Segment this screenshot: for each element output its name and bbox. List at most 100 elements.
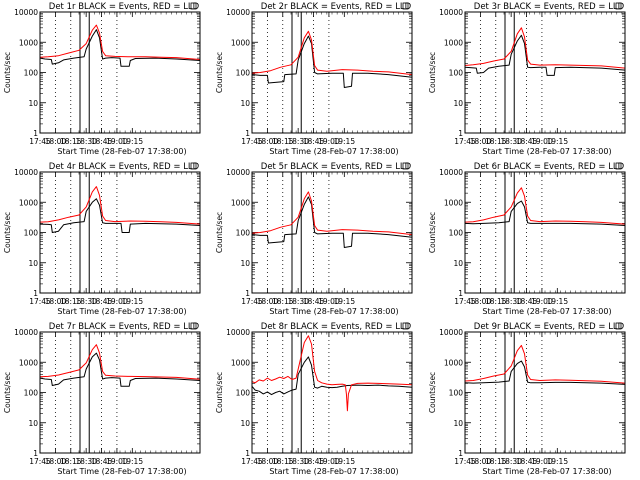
x-tick-label: 18:30 <box>75 297 97 306</box>
x-tick-label: 18:30 <box>500 297 522 306</box>
x-tick-label: 19:00 <box>318 137 340 146</box>
series-line-lld <box>464 344 626 384</box>
y-axis-label: Counts/sec <box>428 212 437 253</box>
y-tick-label: 10 <box>453 99 463 108</box>
y-axis-label: Counts/sec <box>3 372 12 413</box>
plot-frame <box>39 171 201 294</box>
y-tick-label: 1 <box>245 129 250 138</box>
x-tick-label: 18:00 <box>470 297 492 306</box>
x-axis-label: Start Time (28-Feb-07 17:38:00) <box>482 467 611 476</box>
x-tick-label: 18:00 <box>470 137 492 146</box>
y-tick-label: 10 <box>240 419 250 428</box>
x-tick-label: 17:45 <box>454 297 476 306</box>
series-line-events <box>39 352 201 387</box>
x-tick-label: 19:00 <box>318 457 340 466</box>
chart-title: Det 5r BLACK = Events, RED = LLD <box>261 162 412 172</box>
chart-panel-7: Det 7r BLACK = Events, RED = LLD 1 10 100 10… <box>3 322 201 476</box>
x-tick-label: 19:00 <box>531 297 553 306</box>
x-tick-label: 18:45 <box>516 297 538 306</box>
corner-marker <box>615 162 622 170</box>
x-tick-label: 17:45 <box>241 137 263 146</box>
x-tick-label: 18:30 <box>287 297 309 306</box>
y-tick-label: 1000 <box>19 198 38 207</box>
series-line-events <box>464 200 626 226</box>
y-tick-label: 1 <box>33 129 38 138</box>
x-tick-label: 18:00 <box>45 137 67 146</box>
chart-panel-2: Det 2r BLACK = Events, RED = LLD 1 10 100 10… <box>215 2 413 156</box>
corner-marker <box>402 322 409 330</box>
plot-frame <box>464 171 626 294</box>
plot-frame <box>464 331 626 454</box>
y-axis-label: Counts/sec <box>215 52 224 93</box>
x-axis-label: Start Time (28-Feb-07 17:38:00) <box>482 147 611 156</box>
y-tick-label: 10 <box>453 419 463 428</box>
y-tick-label: 10 <box>453 259 463 268</box>
x-axis-label: Start Time (28-Feb-07 17:38:00) <box>57 467 186 476</box>
x-tick-label: 18:00 <box>257 457 279 466</box>
x-tick-label: 18:30 <box>500 457 522 466</box>
y-tick-label: 1 <box>33 449 38 458</box>
series-line-events <box>464 360 626 385</box>
x-tick-label: 18:15 <box>60 137 82 146</box>
series-line-events <box>39 29 201 67</box>
x-tick-label: 19:15 <box>121 297 143 306</box>
y-tick-label: 1000 <box>19 358 38 367</box>
chart-panel-8: Det 8r BLACK = Events, RED = LLD 1 10 100 10… <box>215 322 413 476</box>
corner-marker <box>615 322 622 330</box>
y-tick-label: 10 <box>28 419 38 428</box>
chart-title: Det 7r BLACK = Events, RED = LLD <box>49 322 200 332</box>
y-axis-label: Counts/sec <box>3 52 12 93</box>
y-tick-label: 10000 <box>226 8 250 17</box>
x-tick-label: 19:15 <box>546 457 568 466</box>
x-tick-label: 18:45 <box>91 457 113 466</box>
x-tick-label: 18:30 <box>287 457 309 466</box>
x-tick-label: 18:15 <box>272 457 294 466</box>
y-axis-label: Counts/sec <box>3 212 12 253</box>
y-tick-label: 100 <box>24 69 39 78</box>
chart-title: Det 9r BLACK = Events, RED = LLD <box>474 322 625 332</box>
x-tick-label: 18:45 <box>516 457 538 466</box>
x-tick-label: 19:00 <box>106 297 128 306</box>
x-tick-label: 17:45 <box>29 457 51 466</box>
chart-title: Det 1r BLACK = Events, RED = LLD <box>49 2 200 12</box>
x-tick-label: 18:15 <box>272 297 294 306</box>
x-tick-label: 18:30 <box>287 137 309 146</box>
x-tick-label: 19:15 <box>546 137 568 146</box>
series-line-lld <box>464 187 626 225</box>
x-tick-label: 17:45 <box>241 297 263 306</box>
x-tick-label: 18:45 <box>303 137 325 146</box>
y-tick-label: 1000 <box>19 38 38 47</box>
x-tick-label: 18:30 <box>75 457 97 466</box>
y-tick-label: 100 <box>24 389 39 398</box>
corner-marker <box>190 162 197 170</box>
x-tick-label: 19:15 <box>121 137 143 146</box>
y-tick-label: 1 <box>458 449 463 458</box>
corner-marker <box>190 322 197 330</box>
x-tick-label: 18:15 <box>485 297 507 306</box>
plot-frame <box>251 11 413 134</box>
x-axis-label: Start Time (28-Feb-07 17:38:00) <box>269 147 398 156</box>
corner-marker <box>402 2 409 10</box>
y-axis-label: Counts/sec <box>428 372 437 413</box>
series-line-lld <box>251 30 413 76</box>
x-tick-label: 18:30 <box>75 137 97 146</box>
x-axis-label: Start Time (28-Feb-07 17:38:00) <box>57 307 186 316</box>
chart-panel-6: Det 6r BLACK = Events, RED = LLD 1 10 100 10… <box>428 162 626 316</box>
y-tick-label: 1000 <box>231 198 250 207</box>
x-tick-label: 17:45 <box>241 457 263 466</box>
y-tick-label: 1000 <box>231 38 250 47</box>
series-line-lld <box>251 335 413 412</box>
x-axis-label: Start Time (28-Feb-07 17:38:00) <box>482 307 611 316</box>
x-tick-label: 19:00 <box>318 297 340 306</box>
y-axis-label: Counts/sec <box>215 372 224 413</box>
y-tick-label: 1 <box>245 289 250 298</box>
y-tick-label: 10000 <box>14 328 38 337</box>
chart-title: Det 6r BLACK = Events, RED = LLD <box>474 162 625 172</box>
series-line-events <box>251 356 413 396</box>
y-tick-label: 1000 <box>444 198 463 207</box>
x-tick-label: 18:00 <box>257 297 279 306</box>
y-tick-label: 1 <box>458 289 463 298</box>
x-tick-label: 18:45 <box>91 137 113 146</box>
